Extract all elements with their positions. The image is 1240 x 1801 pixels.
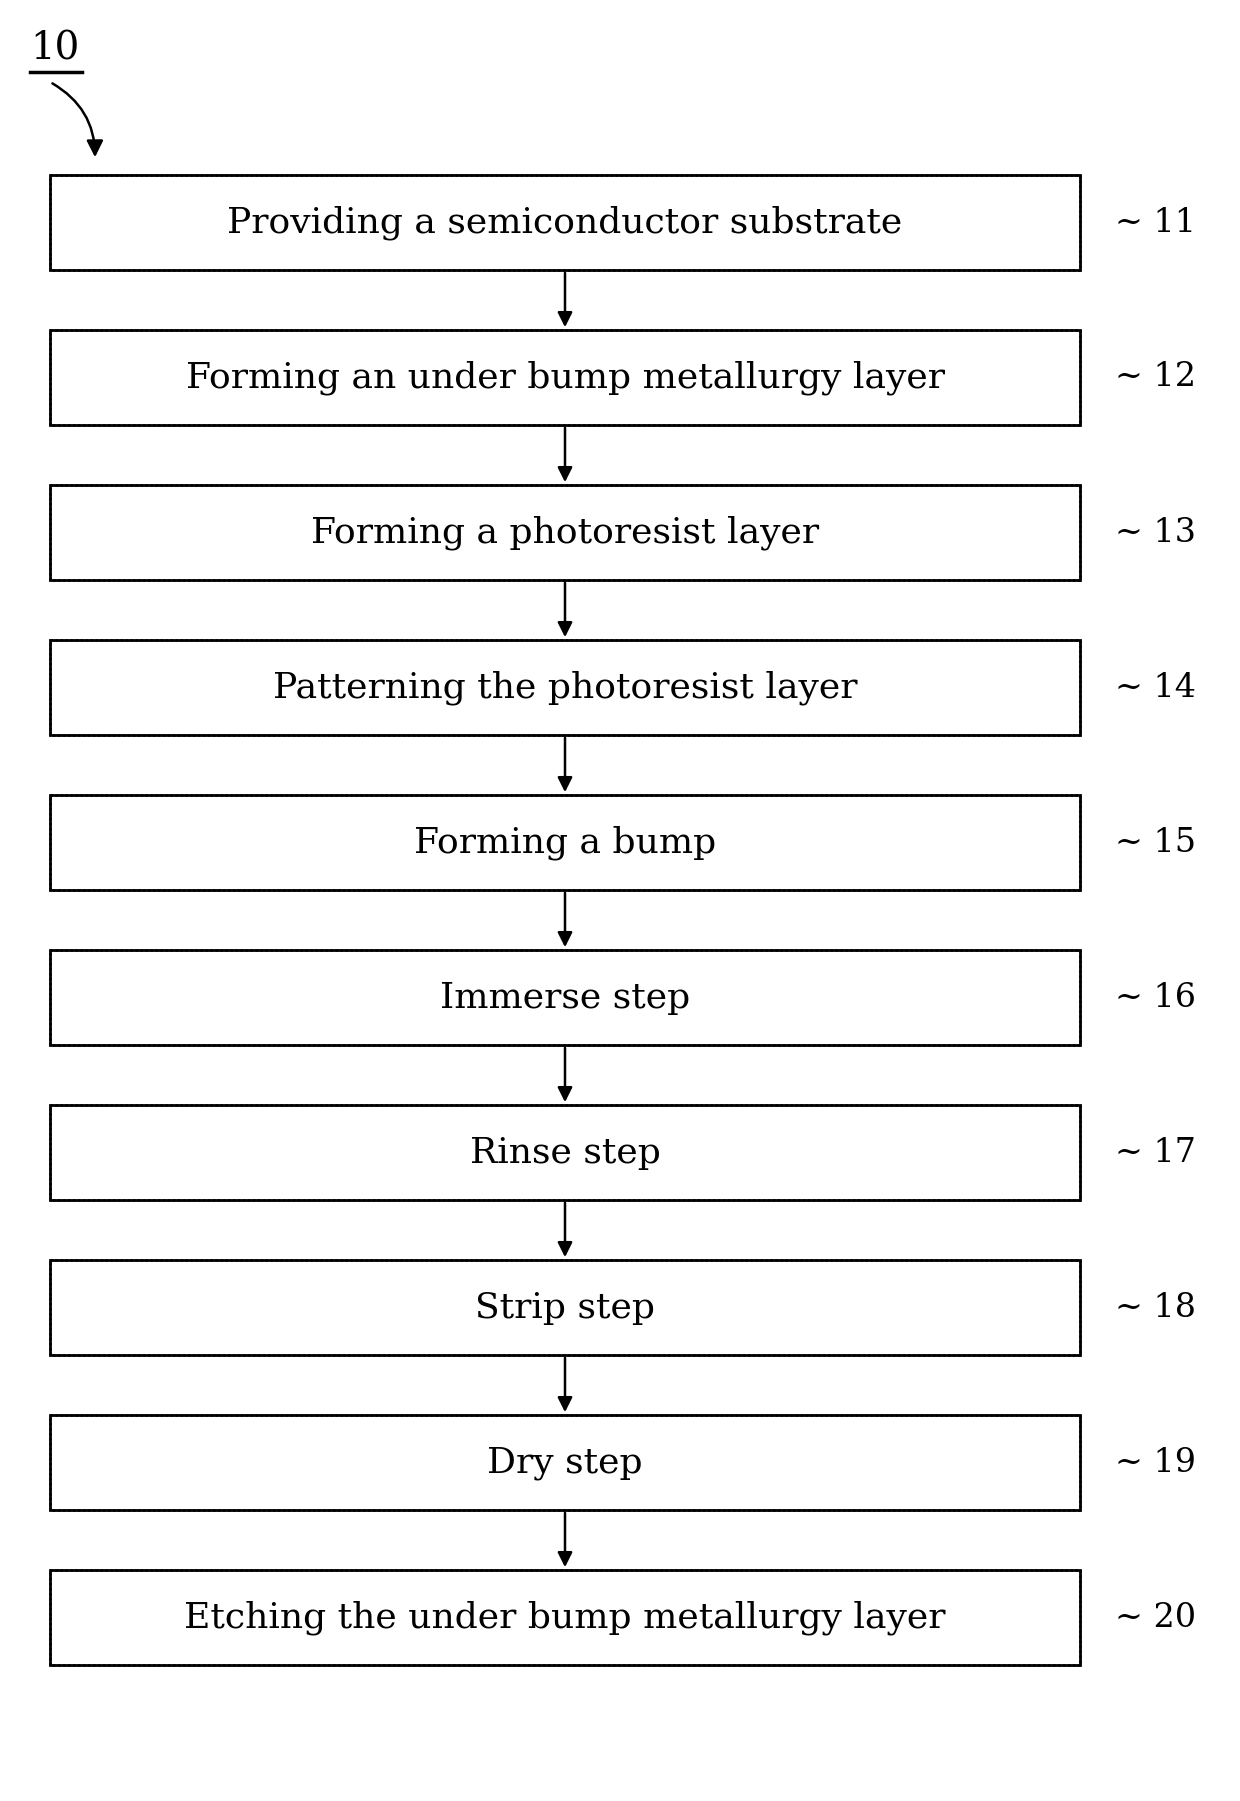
Bar	[50, 949, 1080, 1045]
Bar	[50, 175, 1080, 270]
Bar	[50, 175, 1080, 270]
Bar	[50, 794, 1080, 890]
Text: Strip step: Strip step	[475, 1291, 655, 1324]
Bar	[50, 1416, 1080, 1509]
Text: ~ 13: ~ 13	[1115, 517, 1197, 549]
Bar	[50, 794, 1080, 890]
Text: ~ 12: ~ 12	[1115, 362, 1197, 393]
Text: ~ 11: ~ 11	[1115, 207, 1197, 238]
Text: ~ 19: ~ 19	[1115, 1446, 1197, 1479]
Text: Forming an under bump metallurgy layer: Forming an under bump metallurgy layer	[186, 360, 945, 394]
Bar	[50, 330, 1080, 425]
Text: 10: 10	[30, 31, 79, 67]
Bar	[50, 949, 1080, 1045]
Text: ~ 20: ~ 20	[1115, 1601, 1197, 1634]
Bar	[50, 1261, 1080, 1354]
Text: Dry step: Dry step	[487, 1446, 642, 1479]
Text: ~ 16: ~ 16	[1115, 982, 1197, 1014]
Bar	[50, 639, 1080, 735]
Text: Patterning the photoresist layer: Patterning the photoresist layer	[273, 670, 857, 704]
Bar	[50, 484, 1080, 580]
Bar	[50, 1106, 1080, 1199]
Bar	[50, 1570, 1080, 1664]
Text: Etching the under bump metallurgy layer: Etching the under bump metallurgy layer	[185, 1601, 946, 1635]
Text: Forming a bump: Forming a bump	[414, 825, 717, 859]
Text: ~ 18: ~ 18	[1115, 1291, 1197, 1324]
Text: ~ 17: ~ 17	[1115, 1136, 1195, 1169]
Bar	[50, 639, 1080, 735]
Bar	[50, 1570, 1080, 1664]
Text: Forming a photoresist layer: Forming a photoresist layer	[311, 515, 820, 549]
Text: Rinse step: Rinse step	[470, 1135, 661, 1169]
Bar	[50, 484, 1080, 580]
Text: Providing a semiconductor substrate: Providing a semiconductor substrate	[227, 205, 903, 240]
Bar	[50, 1416, 1080, 1509]
Bar	[50, 330, 1080, 425]
Text: ~ 15: ~ 15	[1115, 827, 1197, 859]
Bar	[50, 1261, 1080, 1354]
Text: Immerse step: Immerse step	[440, 980, 691, 1014]
Bar	[50, 1106, 1080, 1199]
Text: ~ 14: ~ 14	[1115, 672, 1195, 704]
